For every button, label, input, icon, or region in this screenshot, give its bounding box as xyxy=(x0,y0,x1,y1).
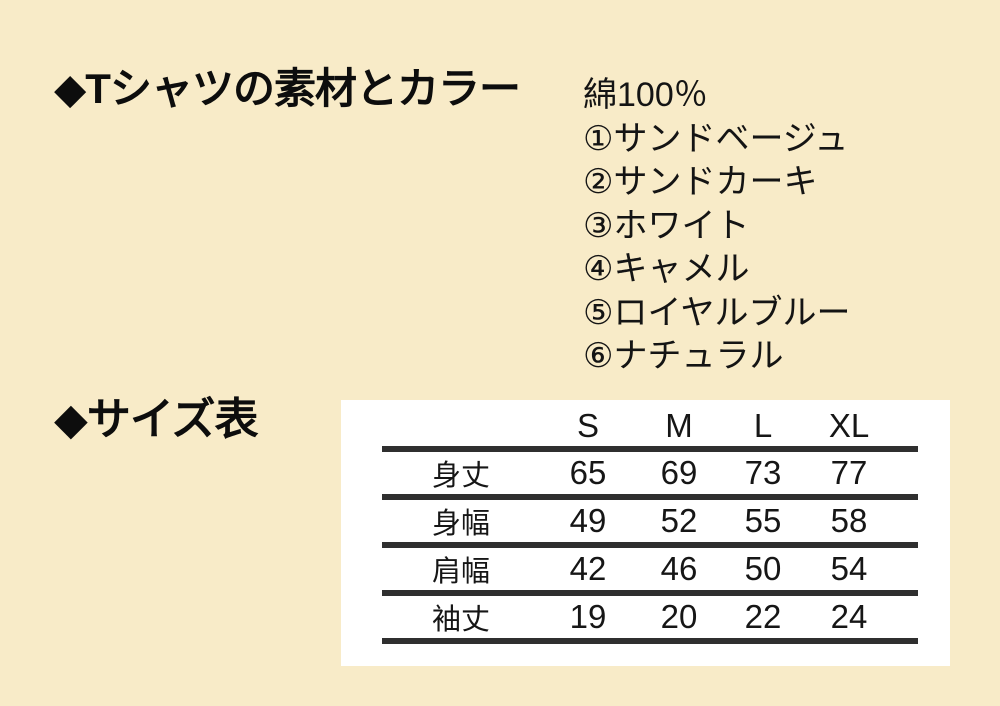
size-table-corner-cell xyxy=(382,405,540,452)
table-row: 身幅 49 52 55 58 xyxy=(382,497,918,548)
material-text: 綿100％ xyxy=(583,76,708,114)
size-value: 77 xyxy=(804,449,894,500)
row-label: 袖丈 xyxy=(382,593,540,644)
color-list-item: ④キャメル xyxy=(583,250,750,288)
size-column-header: L xyxy=(722,405,804,452)
size-value: 69 xyxy=(636,449,722,500)
size-chart-panel: S M L XL 身丈 65 69 73 77 身幅 49 52 55 58 xyxy=(341,400,950,666)
size-table: S M L XL 身丈 65 69 73 77 身幅 49 52 55 58 xyxy=(382,405,918,644)
color-list-item: ③ホワイト xyxy=(583,206,750,245)
row-label: 身丈 xyxy=(382,449,540,500)
size-value: 50 xyxy=(722,545,804,596)
size-value: 19 xyxy=(540,593,636,644)
size-table-filler-cell xyxy=(894,545,918,596)
row-label: 身幅 xyxy=(382,497,540,548)
size-value: 24 xyxy=(804,593,894,644)
material-color-list: 綿100％ ①サンドベージュ ②サンドカーキ ③ホワイト ④キャメル ⑤ロイヤル… xyxy=(583,74,850,379)
size-section-heading: ◆サイズ表 xyxy=(54,395,259,444)
table-row: 身丈 65 69 73 77 xyxy=(382,449,918,500)
size-value: 42 xyxy=(540,545,636,596)
material-section-heading: ◆Tシャツの素材とカラー xyxy=(54,65,521,112)
size-value: 20 xyxy=(636,593,722,644)
row-label: 肩幅 xyxy=(382,545,540,596)
size-column-header: XL xyxy=(804,405,894,452)
size-table-filler-cell xyxy=(894,593,918,644)
table-row: 袖丈 19 20 22 24 xyxy=(382,593,918,644)
color-list-item: ②サンドカーキ xyxy=(583,163,818,201)
size-value: 55 xyxy=(722,497,804,548)
color-list-item: ①サンドベージュ xyxy=(583,119,849,158)
size-value: 54 xyxy=(804,545,894,596)
size-value: 22 xyxy=(722,593,804,644)
size-table-filler-cell xyxy=(894,405,918,452)
size-table-filler-cell xyxy=(894,497,918,548)
size-table-header-row: S M L XL xyxy=(382,405,918,452)
size-value: 46 xyxy=(636,545,722,596)
color-list-item: ⑥ナチュラル xyxy=(583,337,784,375)
size-value: 65 xyxy=(540,449,636,500)
size-value: 49 xyxy=(540,497,636,548)
table-row: 肩幅 42 46 50 54 xyxy=(382,545,918,596)
size-value: 58 xyxy=(804,497,894,548)
size-value: 52 xyxy=(636,497,722,548)
size-column-header: S xyxy=(540,405,636,452)
size-table-filler-cell xyxy=(894,449,918,500)
size-column-header: M xyxy=(636,405,722,452)
color-list-item: ⑤ロイヤルブルー xyxy=(583,293,851,332)
size-value: 73 xyxy=(722,449,804,500)
